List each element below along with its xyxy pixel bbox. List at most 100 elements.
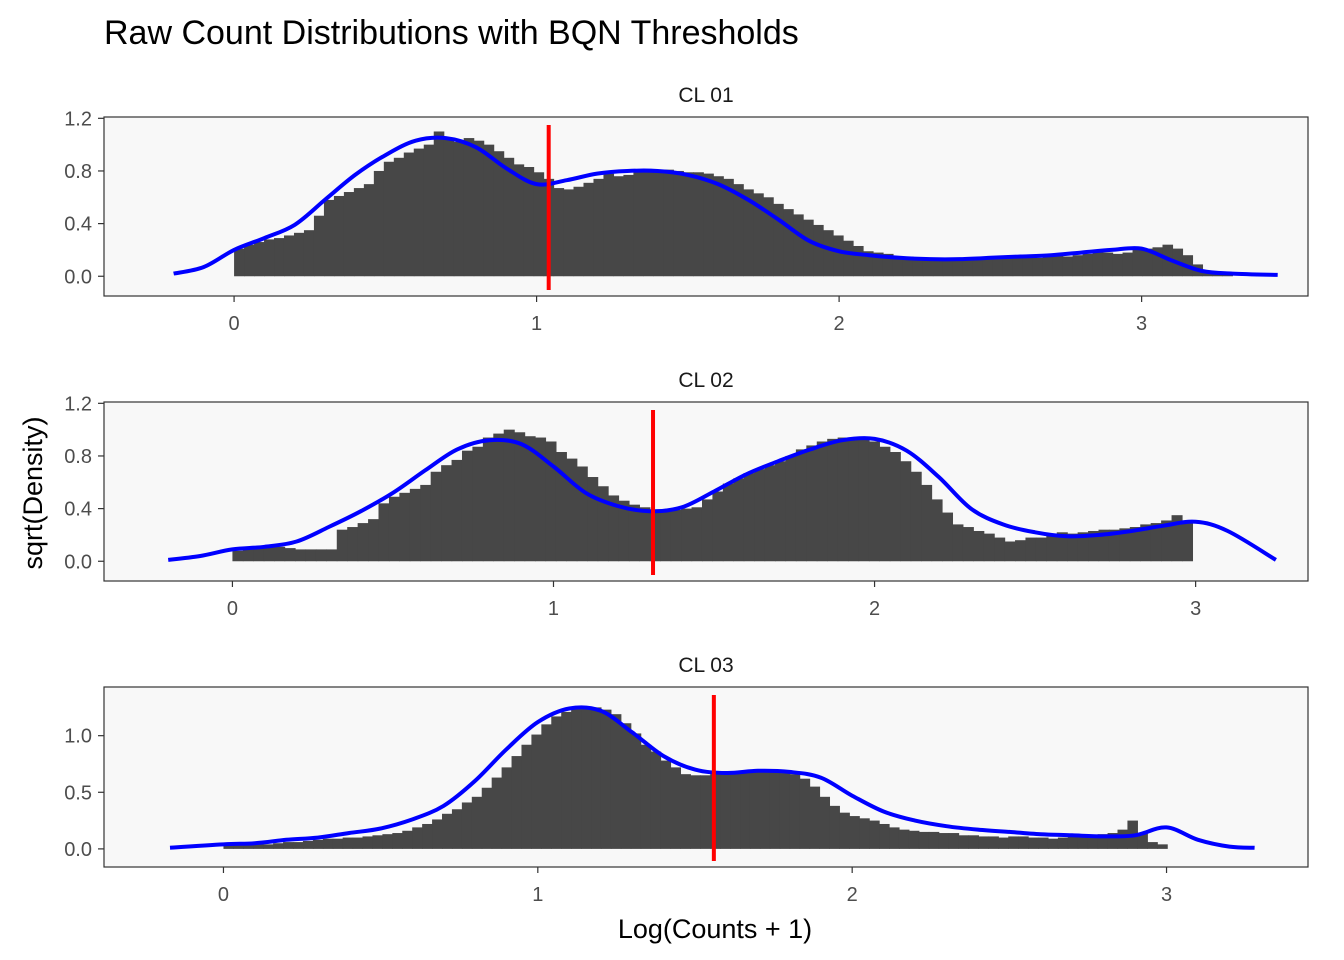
histogram-bar: [409, 488, 421, 562]
histogram-bar: [819, 796, 831, 849]
histogram-bar: [932, 259, 944, 277]
histogram-bar: [1157, 844, 1168, 849]
y-tick-label: 0.5: [64, 782, 92, 804]
histogram-bar: [573, 186, 585, 277]
histogram-bar: [743, 189, 754, 277]
x-tick-label: 1: [548, 598, 559, 620]
facet-panels: CL 01 0.0 0.4 0.8 1.2 0 1 2 3 CL 02 0.0 0.4 0.8 1.2 0 1…: [64, 84, 1309, 906]
histogram-bar: [1129, 527, 1141, 562]
histogram-bar: [793, 214, 804, 277]
histogram-bar: [1082, 253, 1094, 277]
histogram-bar: [293, 232, 305, 277]
histogram-bar: [482, 437, 494, 562]
histogram-bar: [442, 813, 453, 849]
histogram-bar: [362, 836, 374, 849]
histogram-bar: [1152, 247, 1164, 277]
histogram-bar: [962, 527, 974, 562]
histogram-bar: [1035, 537, 1047, 562]
histogram-bar: [1132, 249, 1144, 277]
histogram-bar: [326, 549, 338, 562]
histogram-bar: [1032, 257, 1044, 277]
histogram-bar: [541, 724, 552, 849]
histogram-bar: [623, 174, 634, 277]
histogram-bar: [591, 707, 602, 849]
histogram-bar: [680, 774, 691, 849]
histogram-bar: [1119, 528, 1131, 562]
histogram-bar: [503, 157, 515, 277]
histogram-bar: [1102, 252, 1114, 277]
histogram-bar: [639, 507, 651, 562]
histogram-bar: [451, 809, 463, 849]
histogram-bar: [1171, 515, 1183, 562]
histogram-bar: [753, 193, 764, 277]
histogram-bar: [813, 224, 824, 277]
x-tick-label: 2: [847, 884, 858, 906]
histogram-bar: [978, 836, 989, 849]
histogram-bar: [1117, 829, 1129, 849]
histogram-bar: [1098, 529, 1110, 562]
density-curve: [167, 436, 1277, 562]
histogram-bar: [463, 138, 475, 277]
histogram-bar: [357, 523, 369, 562]
histogram-bar: [670, 509, 682, 562]
histogram-bar: [869, 820, 880, 849]
histogram-bar: [994, 537, 1006, 562]
histogram-bar: [600, 709, 612, 849]
histogram-bar: [1042, 256, 1054, 277]
y-tick-label: 1.2: [64, 393, 92, 415]
histogram-bar: [393, 157, 405, 277]
panel-border: [103, 686, 1309, 868]
histogram-bar: [503, 429, 515, 562]
histogram-bars: [223, 707, 1168, 849]
histogram-bar: [403, 152, 415, 277]
histogram-bar: [433, 131, 445, 277]
histogram-bar: [633, 172, 644, 277]
histogram-bar: [1056, 532, 1068, 562]
histogram-bar: [313, 215, 325, 277]
histogram-bar: [531, 734, 542, 849]
histogram-bar: [983, 533, 995, 562]
histogram-bar: [722, 483, 734, 562]
histogram-bar: [998, 837, 1009, 849]
histogram-bar: [701, 499, 714, 562]
histogram-bar: [1150, 523, 1162, 562]
histogram-bar: [382, 834, 393, 849]
histogram-bar: [630, 733, 642, 849]
histogram-bar: [610, 714, 622, 849]
histogram-bar: [422, 823, 433, 849]
histogram-bar: [322, 838, 334, 849]
histogram-bar: [902, 256, 914, 277]
facet-panel: CL 03 0.0 0.5 1.0 0 1 2 3: [64, 654, 1309, 906]
histogram-bar: [234, 248, 245, 277]
x-tick-label: 1: [531, 313, 542, 335]
histogram-bar: [1067, 836, 1079, 849]
histogram-bar: [553, 188, 565, 277]
histogram-bar: [521, 744, 532, 849]
histogram-bar: [566, 458, 578, 562]
histogram-bar: [640, 744, 652, 849]
histogram-bar: [882, 253, 894, 277]
histogram-bar: [958, 835, 970, 849]
histogram-bar: [773, 203, 784, 277]
histogram-bar: [1015, 540, 1027, 562]
y-tick-label: 0.8: [64, 161, 92, 183]
histogram-bar: [283, 235, 295, 277]
histogram-bar: [868, 441, 880, 562]
histogram-bar: [347, 527, 359, 562]
histogram-bar: [461, 450, 474, 562]
histogram-bar: [1140, 524, 1152, 562]
facet-strip-label: CL 02: [678, 369, 733, 392]
histogram-bar: [368, 519, 380, 562]
histogram-bar: [613, 176, 625, 277]
histogram-bar: [733, 478, 745, 562]
histogram-bar: [769, 770, 781, 849]
histogram-bar: [723, 178, 734, 277]
histogram-bar: [1067, 533, 1079, 562]
histogram-bar: [733, 184, 744, 277]
histogram-bar: [1077, 532, 1089, 562]
y-tick-label: 0.4: [64, 499, 92, 521]
histogram-bar: [1147, 842, 1158, 849]
histogram-bar: [443, 138, 455, 277]
histogram-bar: [292, 842, 304, 849]
histogram-bar: [740, 770, 751, 849]
